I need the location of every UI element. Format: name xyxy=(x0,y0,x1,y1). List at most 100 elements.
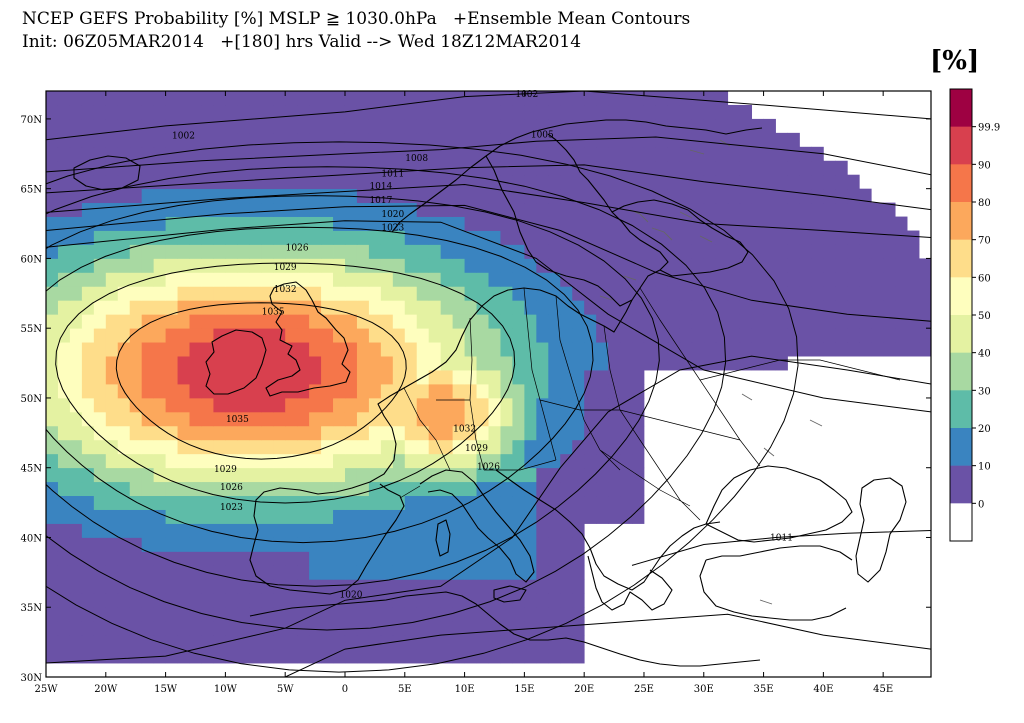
probability-cell xyxy=(177,579,190,594)
probability-cell xyxy=(368,537,382,552)
probability-cell xyxy=(321,146,334,162)
probability-cell xyxy=(368,188,382,204)
probability-cell xyxy=(368,118,382,134)
probability-cell xyxy=(153,523,166,538)
probability-cell xyxy=(273,397,286,413)
probability-cell xyxy=(428,621,442,636)
probability-cell xyxy=(560,118,573,134)
probability-cell xyxy=(835,286,848,301)
probability-cell xyxy=(344,104,358,120)
probability-cell xyxy=(632,160,645,176)
probability-cell xyxy=(46,328,59,343)
probability-cell xyxy=(165,188,178,204)
probability-cell xyxy=(333,621,346,636)
coast-continent xyxy=(253,287,633,531)
probability-cell xyxy=(739,300,753,315)
probability-cell xyxy=(309,593,322,608)
probability-cell xyxy=(452,91,465,106)
probability-cell xyxy=(560,104,573,120)
probability-cell xyxy=(177,286,190,301)
probability-cell xyxy=(356,104,370,120)
probability-cell xyxy=(81,439,95,455)
probability-cell xyxy=(368,286,382,301)
contour-label: 1011 xyxy=(381,169,404,179)
probability-cell xyxy=(380,384,394,399)
probability-cell xyxy=(261,132,274,148)
probability-cell xyxy=(309,453,322,469)
probability-cell xyxy=(548,495,561,510)
probability-cell xyxy=(811,146,824,162)
probability-cell xyxy=(105,300,119,315)
probability-cell xyxy=(93,91,107,106)
probability-cell xyxy=(213,565,226,580)
probability-cell xyxy=(667,146,681,162)
probability-cell xyxy=(560,160,573,176)
probability-cell xyxy=(763,146,776,162)
probability-cell xyxy=(608,216,621,231)
probability-cell xyxy=(344,593,358,608)
probability-cell xyxy=(225,188,238,204)
probability-cell xyxy=(165,216,178,231)
probability-cell xyxy=(560,467,573,483)
probability-cell xyxy=(273,579,286,594)
probability-cell xyxy=(201,118,214,134)
probability-cell xyxy=(632,481,645,497)
probability-cell xyxy=(727,174,741,190)
probability-cell xyxy=(356,328,370,343)
probability-cell xyxy=(859,300,872,315)
probability-cell xyxy=(608,104,621,120)
probability-cell xyxy=(46,565,59,580)
probability-cell xyxy=(536,342,549,357)
probability-cell xyxy=(225,425,238,441)
probability-cell xyxy=(488,397,501,413)
probability-cell xyxy=(524,425,537,441)
probability-cell xyxy=(285,160,298,176)
probability-cell xyxy=(153,216,166,231)
probability-cell xyxy=(536,104,549,120)
probability-cell xyxy=(416,244,430,259)
probability-cell xyxy=(548,230,561,245)
probability-cell xyxy=(572,188,585,204)
probability-cell xyxy=(464,230,477,245)
probability-cell xyxy=(261,523,274,538)
probability-cell xyxy=(608,230,621,245)
probability-cell xyxy=(321,509,334,524)
probability-cell xyxy=(380,537,394,552)
probability-cell xyxy=(572,593,585,608)
probability-cell xyxy=(859,216,872,231)
probability-cell xyxy=(560,439,573,455)
probability-cell xyxy=(703,104,717,120)
probability-cell xyxy=(835,160,848,176)
probability-cell xyxy=(584,104,597,120)
probability-cell xyxy=(608,397,621,413)
probability-cell xyxy=(763,202,776,217)
probability-cell xyxy=(691,356,705,371)
probability-cell xyxy=(237,132,250,148)
probability-cell xyxy=(213,411,226,427)
probability-cell xyxy=(643,132,657,148)
probability-cell xyxy=(117,370,131,385)
probability-cell xyxy=(679,272,693,287)
probability-cell xyxy=(464,104,477,120)
probability-cell xyxy=(237,453,250,469)
probability-cell xyxy=(596,188,609,204)
probability-cell xyxy=(153,244,166,259)
probability-cell xyxy=(189,384,202,399)
probability-cell xyxy=(572,411,585,427)
probability-cell xyxy=(81,356,95,371)
probability-cell xyxy=(727,104,741,120)
contour-label: 1020 xyxy=(340,591,363,601)
probability-cell xyxy=(404,565,418,580)
probability-cell xyxy=(512,314,525,329)
probability-cell xyxy=(667,160,681,176)
probability-cell xyxy=(189,551,202,566)
probability-cell xyxy=(273,537,286,552)
probability-cell xyxy=(452,579,465,594)
probability-cell xyxy=(775,188,788,204)
probability-cell xyxy=(488,272,501,287)
probability-cell xyxy=(261,146,274,162)
probability-cell xyxy=(105,467,119,483)
probability-cell xyxy=(572,635,585,650)
probability-cell xyxy=(309,565,322,580)
probability-cell xyxy=(321,328,334,343)
